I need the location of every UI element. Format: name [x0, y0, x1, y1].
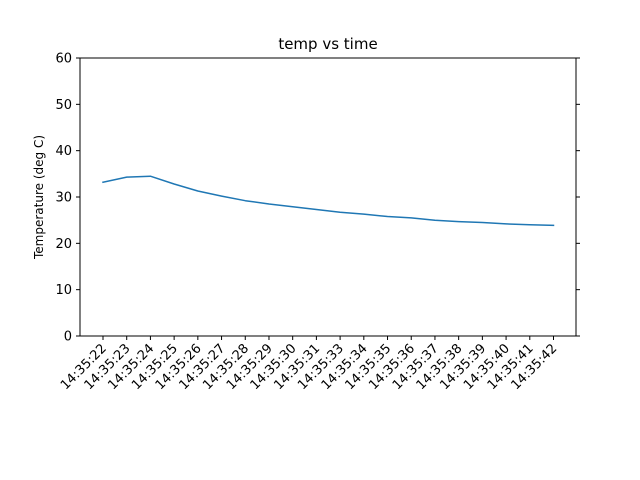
y-tick-label: 60 [55, 52, 72, 67]
y-tick-label: 0 [64, 330, 72, 345]
y-tick-label: 50 [55, 98, 72, 113]
series-line [102, 175, 555, 227]
chart-title: temp vs time [278, 35, 377, 53]
series-layer [102, 175, 555, 227]
y-tick-label: 30 [55, 191, 72, 206]
y-tick-label: 20 [55, 237, 72, 252]
plot-area-frame [79, 57, 577, 337]
y-tick-label: 10 [55, 283, 72, 298]
y-tick-label: 40 [55, 144, 72, 159]
y-axis-label: Temperature (deg C) [32, 135, 46, 260]
y-axis-ticks: 0 10 20 30 40 50 60 [55, 52, 580, 345]
